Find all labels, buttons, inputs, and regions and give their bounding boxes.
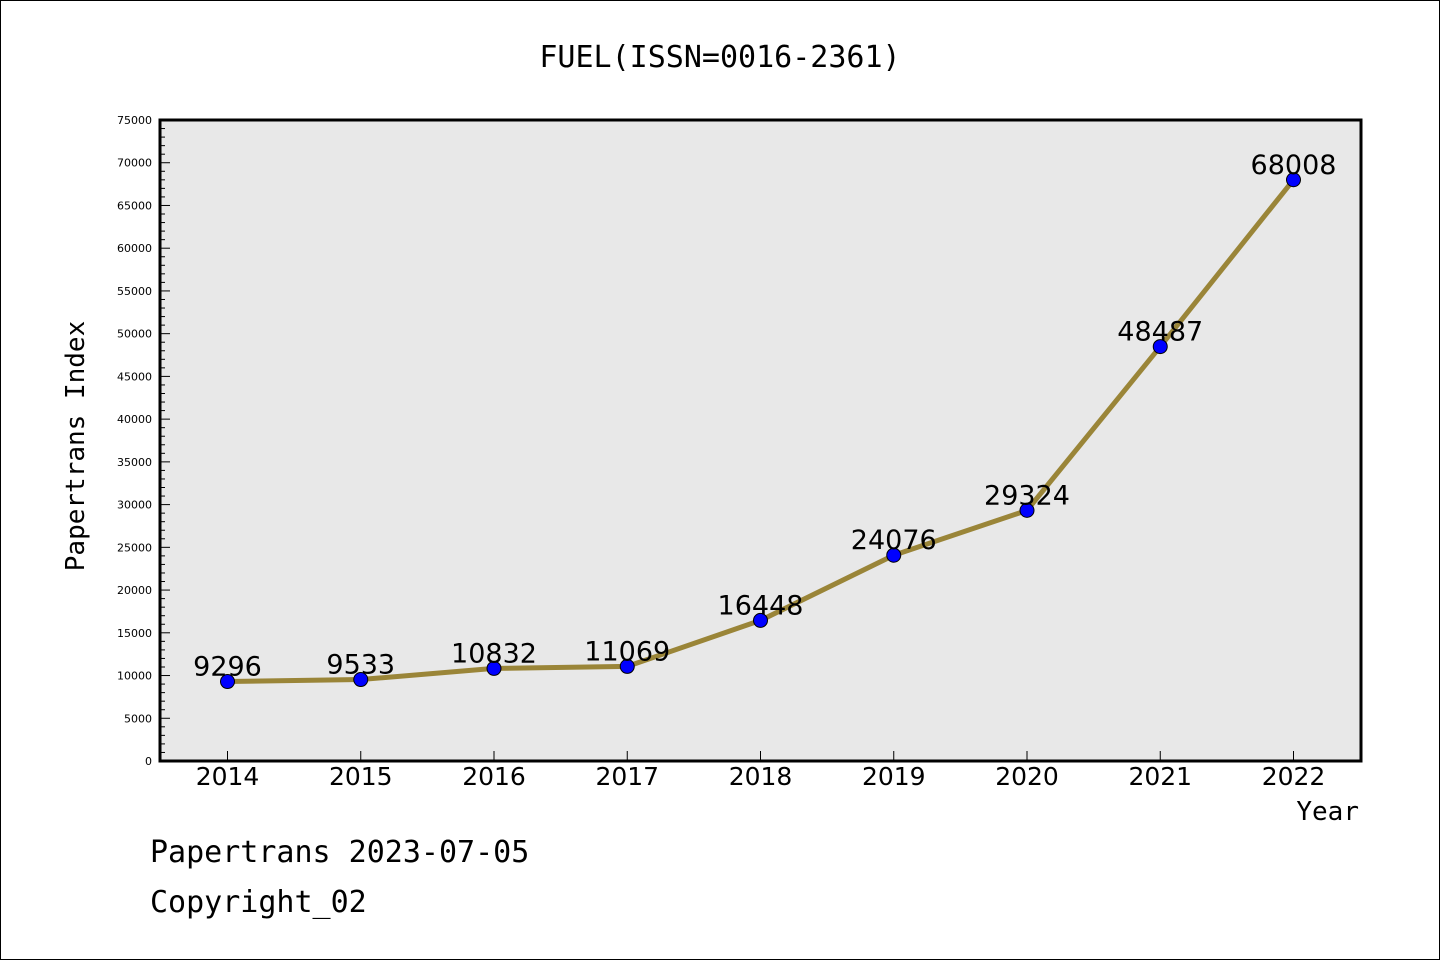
x-axis-ticks: 2014 2015 2016 2017 2018 2019 2020 2021 2022 xyxy=(196,751,1326,791)
data-point xyxy=(486,660,502,676)
x-tick-label: 2016 xyxy=(462,762,526,791)
x-tick-label: 2021 xyxy=(1128,762,1192,791)
y-tick-label: 60000 xyxy=(117,242,152,255)
data-label: 9533 xyxy=(326,650,395,681)
footer-date: Papertrans 2023-07-05 xyxy=(150,835,530,870)
y-axis-label: Papertrans Index xyxy=(61,321,91,571)
y-tick-label: 55000 xyxy=(117,285,152,298)
data-label: 48487 xyxy=(1117,317,1203,348)
y-axis-ticks: 0 5000 10000 15000 20000 25000 30000 35000 40000… xyxy=(117,114,170,768)
data-labels: 9296 9533 10832 11069 16448 24076 29324 48487 68… xyxy=(193,150,1336,683)
data-point xyxy=(220,674,235,690)
data-point xyxy=(1019,502,1035,518)
data-label: 10832 xyxy=(451,638,537,669)
y-tick-label: 70000 xyxy=(117,157,152,170)
y-tick-label: 75000 xyxy=(117,114,152,127)
x-tick-label: 2022 xyxy=(1262,762,1326,791)
y-tick-label: 15000 xyxy=(117,627,152,640)
data-point xyxy=(353,672,369,688)
footer-copyright: Copyright_02 xyxy=(150,885,367,920)
data-point xyxy=(1152,339,1168,355)
data-point xyxy=(753,612,768,628)
y-tick-label: 50000 xyxy=(117,328,152,341)
x-tick-label: 2014 xyxy=(196,762,260,791)
data-label: 24076 xyxy=(851,525,937,556)
data-label: 11069 xyxy=(584,636,670,667)
x-tick-label: 2015 xyxy=(329,762,393,791)
y-tick-label: 10000 xyxy=(117,670,152,683)
data-label: 9296 xyxy=(193,652,262,683)
y-tick-label: 0 xyxy=(145,755,152,768)
x-tick-label: 2018 xyxy=(729,762,793,791)
y-tick-label: 5000 xyxy=(124,712,152,725)
x-axis-label: Year xyxy=(1296,797,1359,827)
y-tick-label: 35000 xyxy=(117,456,152,469)
y-tick-label: 25000 xyxy=(117,541,152,554)
x-tick-label: 2017 xyxy=(595,762,659,791)
y-tick-label: 40000 xyxy=(117,413,152,426)
chart-title: FUEL(ISSN=0016-2361) xyxy=(539,40,900,75)
data-point xyxy=(1286,172,1301,188)
y-tick-label: 30000 xyxy=(117,499,152,512)
data-point xyxy=(619,658,635,674)
data-points xyxy=(220,172,1301,690)
data-label: 29324 xyxy=(984,480,1070,511)
x-tick-label: 2019 xyxy=(862,762,926,791)
data-point xyxy=(886,547,902,563)
y-tick-label: 20000 xyxy=(117,584,152,597)
y-tick-label: 65000 xyxy=(117,199,152,212)
x-tick-label: 2020 xyxy=(995,762,1059,791)
plot-area xyxy=(160,120,1361,761)
y-tick-label: 45000 xyxy=(117,370,152,383)
data-label: 68008 xyxy=(1251,150,1337,181)
data-label: 16448 xyxy=(718,590,804,621)
